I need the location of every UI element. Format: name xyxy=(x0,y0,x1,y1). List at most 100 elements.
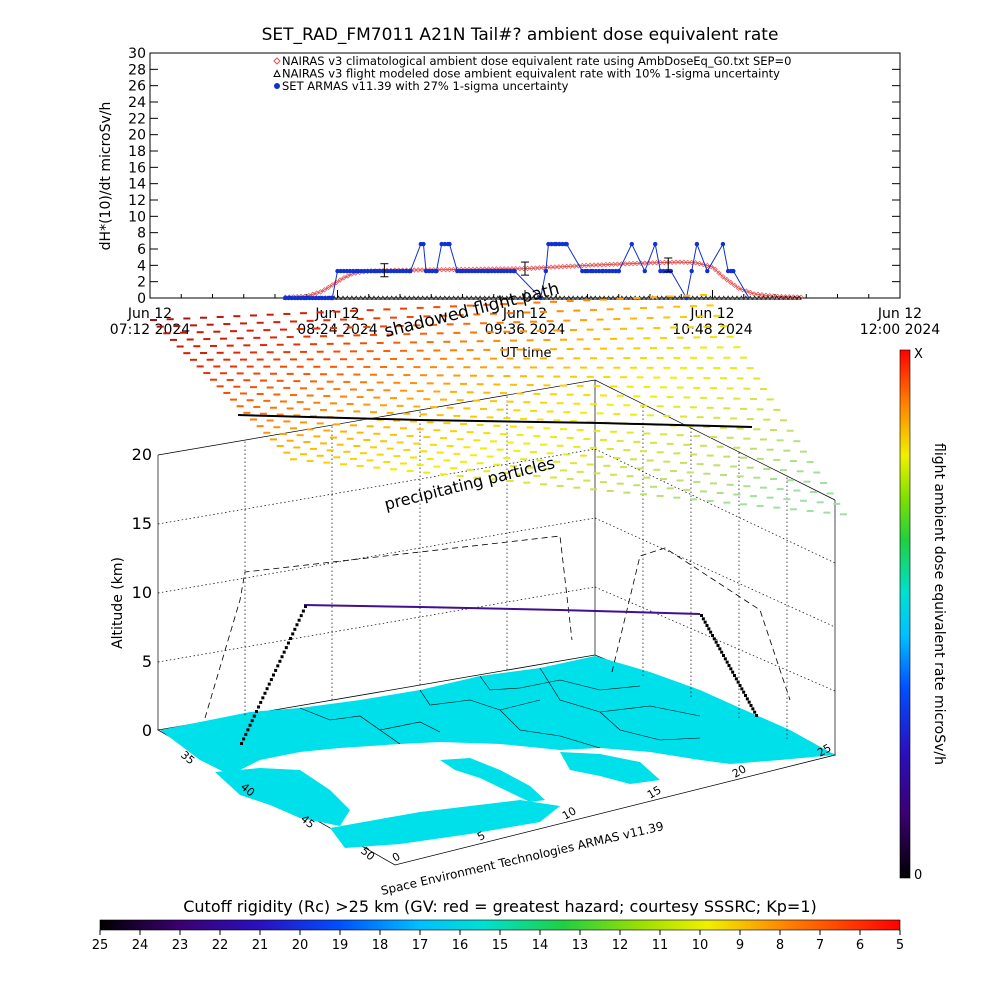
nairas-modeled-point xyxy=(482,295,488,300)
armas-point xyxy=(472,268,478,274)
nairas-climatology-point xyxy=(603,261,609,268)
flight-descent-point xyxy=(747,700,751,704)
nairas-climatology-point xyxy=(341,275,347,281)
nairas-modeled-point xyxy=(433,295,439,300)
nairas-climatology-point xyxy=(579,262,585,269)
nairas-modeled-point xyxy=(570,295,576,300)
altitude-tick-label: 20 xyxy=(132,445,152,464)
nairas-climatology-point xyxy=(411,267,418,273)
armas-point xyxy=(310,295,315,301)
armas-point xyxy=(482,268,487,274)
armas-point xyxy=(439,241,444,247)
land-iberia xyxy=(215,768,350,826)
flight-cruise-segment xyxy=(303,604,701,615)
flight-climb-point xyxy=(289,636,293,640)
longitude-tick-label: 15 xyxy=(645,783,664,801)
nairas-modeled-point xyxy=(645,295,651,300)
flight-climb-point xyxy=(248,723,252,727)
flight-descent-point xyxy=(705,624,709,627)
flight-descent-point xyxy=(720,650,724,654)
nairas-modeled-point xyxy=(756,295,762,300)
nairas-modeled-point xyxy=(446,295,452,300)
armas-point xyxy=(610,268,615,274)
armas-point xyxy=(604,268,609,274)
nairas-climatology-point xyxy=(337,277,343,283)
longitude-tick-label: 10 xyxy=(560,804,579,822)
rigidity-tick-label: 5 xyxy=(896,938,904,953)
flight-climb-point xyxy=(263,691,267,695)
armas-point xyxy=(642,268,647,274)
nairas-modeled-point xyxy=(712,295,718,300)
armas-point xyxy=(486,268,491,274)
nairas-modeled-point xyxy=(796,295,802,300)
nairas-modeled-point xyxy=(526,295,532,300)
nairas-climatology-point xyxy=(786,294,793,300)
nairas-modeled-point xyxy=(389,295,395,300)
armas-point xyxy=(492,268,497,274)
nairas-climatology-point xyxy=(415,267,421,273)
flight-climb-point xyxy=(291,632,295,636)
armas-point xyxy=(489,268,494,274)
legend: NAIRAS v3 climatological ambient dose eq… xyxy=(273,54,791,93)
rigidity-tick-label: 6 xyxy=(856,938,864,953)
annotation-precipitating-particles: precipitating particles xyxy=(382,453,556,514)
armas-point xyxy=(313,295,318,301)
nairas-climatology-point xyxy=(735,285,742,291)
nairas-modeled-point xyxy=(406,295,412,300)
armas-point xyxy=(613,268,618,274)
y-tick-label: 28 xyxy=(128,62,146,78)
rigidity-tick-label: 25 xyxy=(92,938,109,953)
nairas-modeled-point xyxy=(495,295,501,300)
nairas-modeled-point xyxy=(451,295,457,300)
nairas-modeled-point xyxy=(442,295,448,300)
nairas-modeled-point xyxy=(699,295,705,300)
armas-point xyxy=(447,241,452,247)
armas-point xyxy=(495,268,501,274)
nairas-modeled-point xyxy=(761,295,767,300)
nairas-modeled-point xyxy=(752,295,758,300)
x-tick-label-time: 09:36 2024 xyxy=(485,322,566,338)
armas-point xyxy=(341,268,346,274)
armas-point xyxy=(426,268,432,274)
wall-grid xyxy=(157,395,836,739)
rigidity-tick-label: 14 xyxy=(532,938,549,953)
nairas-modeled-point xyxy=(428,295,435,300)
armas-point xyxy=(668,268,674,274)
nairas-modeled-point xyxy=(690,295,696,300)
nairas-modeled-point xyxy=(371,295,377,300)
nairas-modeled-point xyxy=(384,295,390,300)
legend-entry: NAIRAS v3 flight modeled dose ambient eq… xyxy=(282,67,780,81)
armas-point xyxy=(512,268,517,274)
rigidity-colorbar xyxy=(99,919,901,931)
x-tick-label-date: Jun 12 xyxy=(127,306,172,322)
flight-descent-point xyxy=(701,617,705,621)
land-balkans xyxy=(560,752,660,784)
flight-descent-point xyxy=(729,667,733,671)
flight-climb-point xyxy=(254,710,258,714)
nairas-modeled-point xyxy=(592,295,598,300)
nairas-modeled-point xyxy=(743,295,749,300)
nairas-climatology-point xyxy=(567,263,574,269)
flight-descent-point xyxy=(723,657,727,661)
series-layer xyxy=(282,241,804,301)
y-tick-label: 2 xyxy=(137,275,146,291)
nairas-climatology-point xyxy=(575,263,582,269)
nairas-climatology-point xyxy=(728,279,734,286)
nairas-modeled-point xyxy=(734,295,740,300)
flight-descent-point xyxy=(736,680,740,684)
nairas-modeled-point xyxy=(623,295,629,300)
nairas-modeled-point xyxy=(707,295,713,300)
rigidity-tick-label: 20 xyxy=(292,938,309,953)
nairas-climatology-point xyxy=(595,262,601,268)
rigidity-tick-label: 19 xyxy=(332,938,349,953)
armas-point xyxy=(600,268,606,274)
rigidity-tick-label: 22 xyxy=(212,938,229,953)
y-tick-label: 22 xyxy=(128,111,146,127)
rigidity-tick-label: 15 xyxy=(492,938,509,953)
nairas-climatology-point xyxy=(563,263,570,270)
nairas-climatology-point xyxy=(438,266,445,273)
armas-point xyxy=(362,268,367,274)
altitude-tick-label: 10 xyxy=(132,583,152,602)
flight-climb-point xyxy=(280,655,284,659)
y-axis-label: dH*(10)/dt microSv/h xyxy=(98,102,114,251)
